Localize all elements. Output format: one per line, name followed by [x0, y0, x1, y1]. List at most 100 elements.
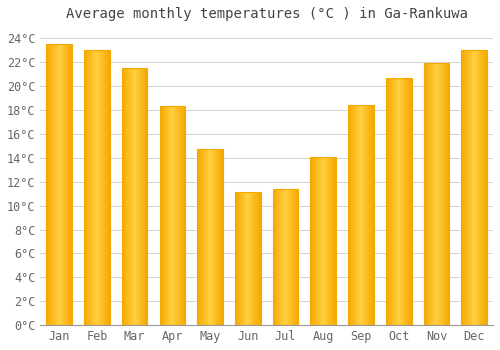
Bar	[108, 50, 109, 325]
Bar	[364, 105, 365, 325]
Bar	[432, 63, 433, 325]
Bar	[259, 193, 260, 325]
Bar	[161, 106, 162, 325]
Bar	[393, 78, 394, 325]
Bar	[283, 189, 284, 325]
Bar	[359, 105, 360, 325]
Bar	[140, 68, 141, 325]
Bar	[411, 78, 412, 325]
Bar	[202, 149, 203, 325]
Bar	[469, 50, 470, 325]
Bar	[445, 63, 446, 325]
Bar	[331, 156, 332, 325]
Bar	[220, 149, 221, 325]
Bar	[289, 189, 290, 325]
Bar	[258, 193, 259, 325]
Bar	[95, 50, 96, 325]
Bar	[133, 68, 134, 325]
Bar	[357, 105, 358, 325]
Bar	[123, 68, 124, 325]
Bar	[164, 106, 165, 325]
Title: Average monthly temperatures (°C ) in Ga-Rankuwa: Average monthly temperatures (°C ) in Ga…	[66, 7, 468, 21]
Bar	[178, 106, 179, 325]
Bar	[97, 50, 98, 325]
Bar	[130, 68, 131, 325]
Bar	[277, 189, 278, 325]
Bar	[109, 50, 110, 325]
Bar	[428, 63, 429, 325]
Bar	[365, 105, 366, 325]
Bar	[273, 189, 274, 325]
Bar	[467, 50, 468, 325]
Bar	[335, 156, 336, 325]
Bar	[205, 149, 206, 325]
Bar	[329, 156, 330, 325]
Bar	[481, 50, 482, 325]
Bar	[295, 189, 296, 325]
Bar	[280, 189, 281, 325]
Bar	[54, 44, 55, 325]
Bar	[160, 106, 161, 325]
Bar	[447, 63, 448, 325]
Bar	[122, 68, 148, 325]
Bar	[326, 156, 327, 325]
Bar	[442, 63, 443, 325]
Bar	[462, 50, 487, 325]
Bar	[171, 106, 172, 325]
Bar	[296, 189, 297, 325]
Bar	[285, 189, 286, 325]
Bar	[84, 50, 110, 325]
Bar	[275, 189, 276, 325]
Bar	[98, 50, 99, 325]
Bar	[85, 50, 86, 325]
Bar	[64, 44, 65, 325]
Bar	[58, 44, 59, 325]
Bar	[221, 149, 222, 325]
Bar	[479, 50, 480, 325]
Bar	[86, 50, 87, 325]
Bar	[70, 44, 71, 325]
Bar	[246, 193, 247, 325]
Bar	[446, 63, 447, 325]
Bar	[348, 105, 374, 325]
Bar	[349, 105, 350, 325]
Bar	[238, 193, 239, 325]
Bar	[312, 156, 313, 325]
Bar	[358, 105, 359, 325]
Bar	[402, 78, 403, 325]
Bar	[99, 50, 100, 325]
Bar	[179, 106, 180, 325]
Bar	[437, 63, 438, 325]
Bar	[406, 78, 407, 325]
Bar	[211, 149, 212, 325]
Bar	[333, 156, 334, 325]
Bar	[462, 50, 463, 325]
Bar	[248, 193, 249, 325]
Bar	[368, 105, 369, 325]
Bar	[272, 189, 273, 325]
Bar	[256, 193, 257, 325]
Bar	[373, 105, 374, 325]
Bar	[279, 189, 280, 325]
Bar	[471, 50, 472, 325]
Bar	[217, 149, 218, 325]
Bar	[200, 149, 201, 325]
Bar	[240, 193, 241, 325]
Bar	[435, 63, 436, 325]
Bar	[353, 105, 354, 325]
Bar	[105, 50, 106, 325]
Bar	[334, 156, 335, 325]
Bar	[399, 78, 400, 325]
Bar	[485, 50, 486, 325]
Bar	[410, 78, 411, 325]
Bar	[354, 105, 355, 325]
Bar	[448, 63, 449, 325]
Bar	[143, 68, 144, 325]
Bar	[484, 50, 485, 325]
Bar	[319, 156, 320, 325]
Bar	[175, 106, 176, 325]
Bar	[424, 63, 425, 325]
Bar	[274, 189, 275, 325]
Bar	[168, 106, 169, 325]
Bar	[464, 50, 465, 325]
